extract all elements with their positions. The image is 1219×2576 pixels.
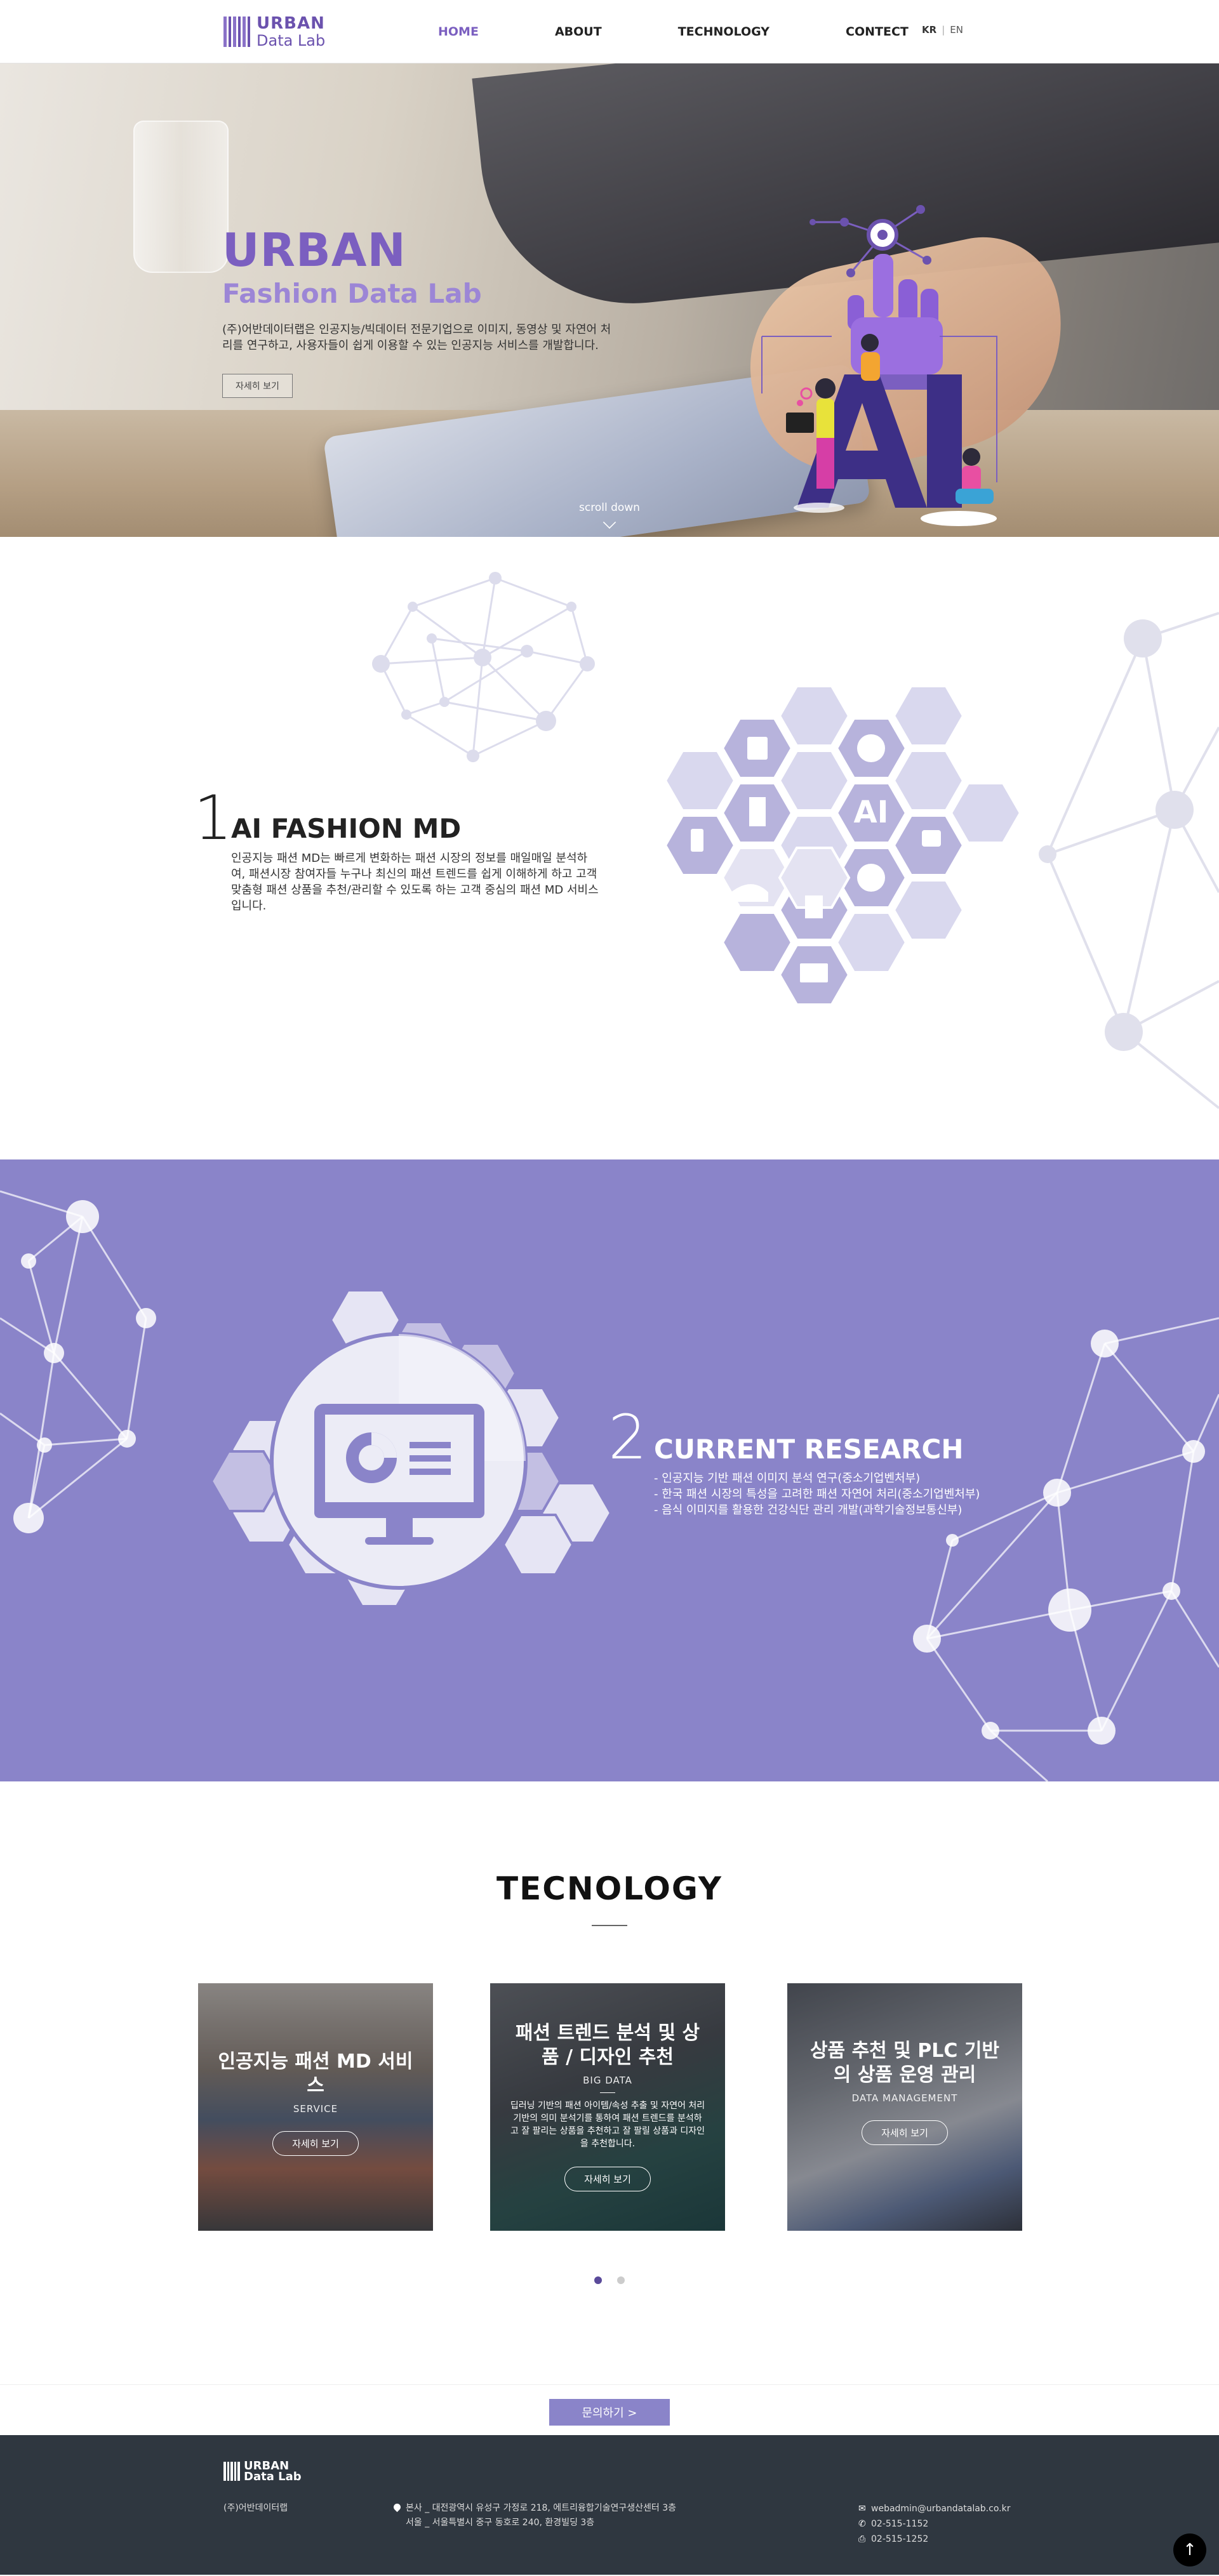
nav-technology[interactable]: TECHNOLOGY bbox=[677, 25, 770, 39]
logo-line1: URBAN bbox=[256, 14, 325, 33]
research-list: - 인공지능 기반 패션 이미지 분석 연구(중소기업벤처부) - 한국 패션 … bbox=[654, 1470, 980, 1518]
tech-card-title: 인공지능 패션 MD 서비스 bbox=[218, 2051, 413, 2097]
section2-title: CURRENT RESEARCH bbox=[654, 1434, 964, 1465]
scroll-down-label: scroll down bbox=[579, 501, 640, 514]
section1-description: 인공지능 패션 MD는 빠르게 변화하는 패션 시장의 정보를 매일매일 분석하… bbox=[231, 852, 599, 913]
tech-card-divider bbox=[600, 2092, 615, 2093]
logo-line2: Data Lab bbox=[256, 32, 326, 50]
tech-card-big-data[interactable]: 패션 트렌드 분석 및 상품 / 디자인 추천 BIG DATA 딥러닝 기반의… bbox=[490, 1983, 725, 2231]
lang-en[interactable]: EN bbox=[950, 24, 963, 36]
footer-phone: 02-515-1152 bbox=[871, 2519, 929, 2529]
lang-kr[interactable]: KR bbox=[922, 24, 937, 36]
hero-section: URBAN Fashion Data Lab (주)어반데이터랩은 인공지능/빅… bbox=[0, 63, 1219, 537]
logo-mark-icon bbox=[223, 2462, 240, 2481]
tech-card-title: 상품 추천 및 PLC 기반의 상품 운영 관리 bbox=[809, 2040, 1000, 2086]
nav-home[interactable]: HOME bbox=[438, 25, 479, 39]
section1-title: AI FASHION MD bbox=[231, 813, 462, 844]
section1-decoration: AI bbox=[372, 572, 1219, 1109]
logo[interactable]: URBAN Data Lab bbox=[223, 15, 325, 48]
nav-contect[interactable]: CONTECT bbox=[846, 25, 909, 39]
list-item: - 인공지능 기반 패션 이미지 분석 연구(중소기업벤처부) bbox=[654, 1472, 921, 1485]
language-switch: KR | EN bbox=[922, 24, 963, 36]
ai-robot-hand-illustration bbox=[761, 205, 997, 526]
footer-address-hq: 본사 _ 대전광역시 유성구 가정로 218, 에트리융합기술연구생산센터 3층 bbox=[406, 2503, 676, 2513]
list-item: - 한국 패션 시장의 특성을 고려한 패션 자연어 처리(중소기업벤처부) bbox=[654, 1488, 980, 1501]
scroll-down-indicator[interactable]: scroll down bbox=[0, 501, 1219, 529]
current-research-section: 2 CURRENT RESEARCH - 인공지능 기반 패션 이미지 분석 연… bbox=[0, 1159, 1219, 1781]
inquiry-button[interactable]: 문의하기 > bbox=[549, 2399, 670, 2426]
list-item: - 음식 이미지를 활용한 건강식단 관리 개발(과학기술정보통신부) bbox=[654, 1503, 963, 1517]
logo-mark-icon bbox=[223, 17, 250, 47]
technology-title: TECNOLOGY bbox=[496, 1870, 723, 1907]
hero-text: URBAN Fashion Data Lab (주)어반데이터랩은 인공지능/빅… bbox=[222, 227, 616, 398]
tech-card-more-button[interactable]: 자세히 보기 bbox=[272, 2131, 359, 2156]
scroll-top-button[interactable]: ↑ bbox=[1173, 2533, 1206, 2566]
hero-more-button[interactable]: 자세히 보기 bbox=[222, 374, 293, 398]
technology-section: TECNOLOGY 인공지능 패션 MD 서비스 SERVICE 자세히 보기 … bbox=[0, 1781, 1219, 2384]
nav-about[interactable]: ABOUT bbox=[554, 25, 602, 39]
footer-email[interactable]: webadmin@urbandatalab.co.kr bbox=[871, 2504, 1011, 2514]
fax-icon: ⎙ bbox=[858, 2534, 866, 2544]
tech-card-more-button[interactable]: 자세히 보기 bbox=[862, 2120, 948, 2145]
footer-address-seoul: 서울 _ 서울특별시 중구 동호로 240, 환경빌딩 3층 bbox=[406, 2518, 595, 2528]
carousel-dot-active[interactable] bbox=[594, 2276, 602, 2284]
footer-fax: 02-515-1252 bbox=[871, 2534, 929, 2544]
carousel-dot[interactable] bbox=[617, 2276, 625, 2284]
monitor-chart-icon bbox=[314, 1404, 484, 1545]
tech-card-sub: BIG DATA bbox=[583, 2075, 632, 2086]
section1-number: 1 bbox=[194, 783, 233, 854]
footer-address: 본사 _ 대전광역시 유성구 가정로 218, 에트리융합기술연구생산센터 3층… bbox=[392, 2501, 676, 2530]
lang-separator: | bbox=[942, 24, 945, 36]
hero-title: URBAN bbox=[222, 223, 406, 277]
footer-contact: ✉ webadmin@urbandatalab.co.kr ✆ 02-515-115… bbox=[858, 2501, 1010, 2547]
site-footer: URBAN Data Lab (주)어반데이터랩 본사 _ 대전광역시 유성구 … bbox=[0, 2435, 1219, 2575]
title-divider bbox=[592, 1925, 627, 1926]
arrow-up-icon: ↑ bbox=[1183, 2540, 1197, 2559]
section2-decoration bbox=[0, 1190, 1219, 1781]
ai-fashion-md-section: AI 1 AI FASHION MD 인공지능 패션 MD는 빠르게 변화하는 … bbox=[0, 537, 1219, 1159]
tech-card-title: 패션 트렌드 분석 및 상품 / 디자인 추천 bbox=[515, 2022, 700, 2068]
tech-card-description: 딥러닝 기반의 패션 아이템/속성 추출 및 자연어 처리 기반의 의미 분석기… bbox=[510, 2101, 705, 2149]
mail-icon: ✉ bbox=[858, 2504, 866, 2514]
footer-logo-line2: Data Lab bbox=[244, 2470, 302, 2483]
tech-card-sub: SERVICE bbox=[293, 2103, 338, 2115]
footer-company-name: (주)어반데이터랩 bbox=[223, 2503, 288, 2513]
site-header: URBAN Data Lab HOME ABOUT TECHNOLOGY CON… bbox=[0, 0, 1219, 63]
hero-description: (주)어반데이터랩은 인공지능/빅데이터 전문기업으로 이미지, 동영상 및 자… bbox=[222, 323, 611, 352]
tech-card-data-management[interactable]: 상품 추천 및 PLC 기반의 상품 운영 관리 DATA MANAGEMENT… bbox=[787, 1983, 1022, 2231]
phone-icon: ✆ bbox=[858, 2519, 866, 2529]
tech-card-more-button[interactable]: 자세히 보기 bbox=[564, 2167, 651, 2191]
footer-logo-line1: URBAN bbox=[244, 2459, 290, 2473]
tech-card-sub: DATA MANAGEMENT bbox=[851, 2092, 958, 2104]
hero-glass-image bbox=[133, 121, 229, 273]
main-nav: HOME ABOUT TECHNOLOGY CONTECT bbox=[438, 0, 985, 63]
hero-subtitle: Fashion Data Lab bbox=[222, 278, 482, 309]
carousel-pagination bbox=[594, 2276, 625, 2284]
tech-card-service[interactable]: 인공지능 패션 MD 서비스 SERVICE 자세히 보기 bbox=[198, 1983, 433, 2231]
section2-number: 2 bbox=[608, 1402, 648, 1473]
contact-bar: 문의하기 > bbox=[0, 2384, 1219, 2435]
footer-logo[interactable]: URBAN Data Lab bbox=[223, 2459, 302, 2483]
chevron-down-icon bbox=[603, 515, 616, 529]
location-pin-icon bbox=[392, 2502, 403, 2513]
ai-hex-label: AI bbox=[853, 795, 888, 830]
